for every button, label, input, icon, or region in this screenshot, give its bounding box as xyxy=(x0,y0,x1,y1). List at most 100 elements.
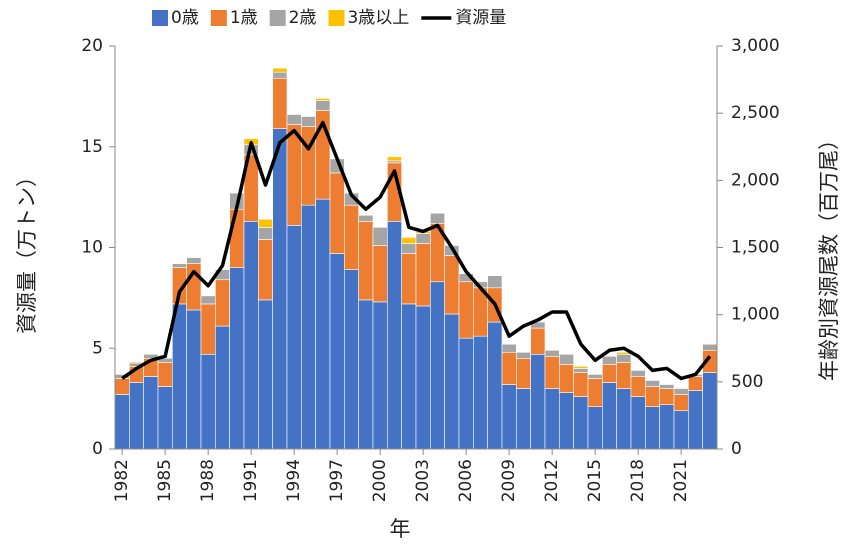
bar-segment xyxy=(157,386,173,450)
bar-segment xyxy=(659,384,675,389)
y2-tick-label: 1,500 xyxy=(731,238,780,258)
bar-segment xyxy=(516,358,531,389)
y2-tick-label: 1,000 xyxy=(731,305,780,325)
bar-segment xyxy=(229,208,245,268)
x-tick-label: 1991 xyxy=(241,459,261,502)
bar-segment xyxy=(129,382,144,450)
x-tick-label: 2015 xyxy=(585,459,605,502)
bar-segment xyxy=(630,396,646,450)
bar-segment xyxy=(673,388,689,395)
bar-segment xyxy=(530,353,546,450)
bar-segment xyxy=(688,390,703,450)
bar-segment xyxy=(645,406,660,450)
bar-segment xyxy=(559,353,574,365)
bar-segment xyxy=(372,227,388,246)
bar-segment xyxy=(516,388,531,450)
x-tick-label: 1994 xyxy=(284,459,304,502)
bar-segment xyxy=(157,362,173,387)
bar-segment xyxy=(315,98,331,101)
bar-segment xyxy=(272,77,288,129)
bar-segment xyxy=(329,172,345,254)
bar-segment xyxy=(286,114,302,125)
bar-segment xyxy=(114,394,130,450)
bar-segment xyxy=(487,321,503,450)
bar-segment xyxy=(415,305,431,450)
bar-segment xyxy=(501,384,517,450)
y-tick-label: 10 xyxy=(81,238,103,258)
y2-tick-label: 0 xyxy=(731,439,742,459)
bar-segment xyxy=(272,128,288,450)
bar-segment xyxy=(573,372,589,397)
bar-segment xyxy=(645,380,660,387)
bar-segment xyxy=(430,212,445,224)
x-tick-label: 1985 xyxy=(155,459,175,502)
bar-segment xyxy=(587,378,603,407)
bar-segment xyxy=(401,303,417,450)
bar-segment xyxy=(602,364,617,383)
bar-segment xyxy=(530,327,546,355)
bar-segment xyxy=(516,351,531,359)
legend-swatch xyxy=(269,10,286,26)
bar-segment xyxy=(258,239,273,301)
legend-label: 資源量 xyxy=(455,8,506,28)
x-tick-label: 1988 xyxy=(198,459,218,502)
bar-segment xyxy=(415,233,431,244)
x-axis-title: 年 xyxy=(390,517,411,541)
bar-segment xyxy=(458,337,474,450)
y-axis-title: 資源量（万トン） xyxy=(15,166,39,334)
bar-segment xyxy=(143,376,159,450)
bar-segment xyxy=(172,303,187,450)
bar-segment xyxy=(487,275,503,289)
bar-segment xyxy=(587,406,603,450)
y2-tick-label: 500 xyxy=(731,372,763,392)
bar-segment xyxy=(258,218,273,228)
bar-segment xyxy=(444,255,460,315)
bar-segment xyxy=(688,376,703,391)
y2-axis-title: 年齢別資源尾数（百万尾） xyxy=(817,129,841,381)
legend-swatch xyxy=(152,10,168,26)
bar-segment xyxy=(200,353,216,450)
x-tick-label: 2003 xyxy=(413,459,433,502)
bar-segment xyxy=(186,309,202,450)
x-tick-label: 2018 xyxy=(628,459,648,502)
bar-segment xyxy=(401,243,417,254)
bar-segment xyxy=(344,204,359,270)
legend-swatch xyxy=(328,10,345,26)
bar-segment xyxy=(544,356,560,389)
y-tick-label: 20 xyxy=(81,36,103,56)
bar-segment xyxy=(272,71,288,79)
x-tick-label: 2021 xyxy=(671,459,691,502)
bar-segment xyxy=(401,253,417,305)
bar-segment xyxy=(200,295,216,305)
bar-segment xyxy=(659,388,675,405)
bar-segment xyxy=(702,343,718,351)
bar-segment xyxy=(387,221,402,450)
bar-segment xyxy=(458,281,474,339)
bar-segment xyxy=(401,237,417,244)
bar-segment xyxy=(243,221,259,450)
legend-label: 3歳以上 xyxy=(347,8,409,28)
bar-segment xyxy=(501,351,517,385)
x-tick-label: 1997 xyxy=(327,459,347,502)
bar-segment xyxy=(229,267,245,450)
y-tick-label: 5 xyxy=(92,338,103,358)
bar-segment xyxy=(143,353,159,359)
bar-segment xyxy=(415,243,431,307)
bar-segment xyxy=(559,392,574,450)
bar-segment xyxy=(387,160,402,164)
y2-tick-label: 3,000 xyxy=(731,36,780,56)
bar-segment xyxy=(129,361,144,364)
x-tick-label: 2006 xyxy=(456,459,476,502)
bar-segment xyxy=(473,335,488,450)
bar-segment xyxy=(602,382,617,450)
x-tick-label: 2009 xyxy=(499,459,519,502)
bar-segment xyxy=(587,374,603,379)
bar-segment xyxy=(645,386,660,407)
bar-segment xyxy=(673,394,689,412)
bar-segment xyxy=(559,364,574,393)
y2-tick-label: 2,500 xyxy=(731,103,780,123)
bar-segment xyxy=(530,321,546,329)
bar-segment xyxy=(329,253,345,450)
bar-segment xyxy=(544,349,560,357)
